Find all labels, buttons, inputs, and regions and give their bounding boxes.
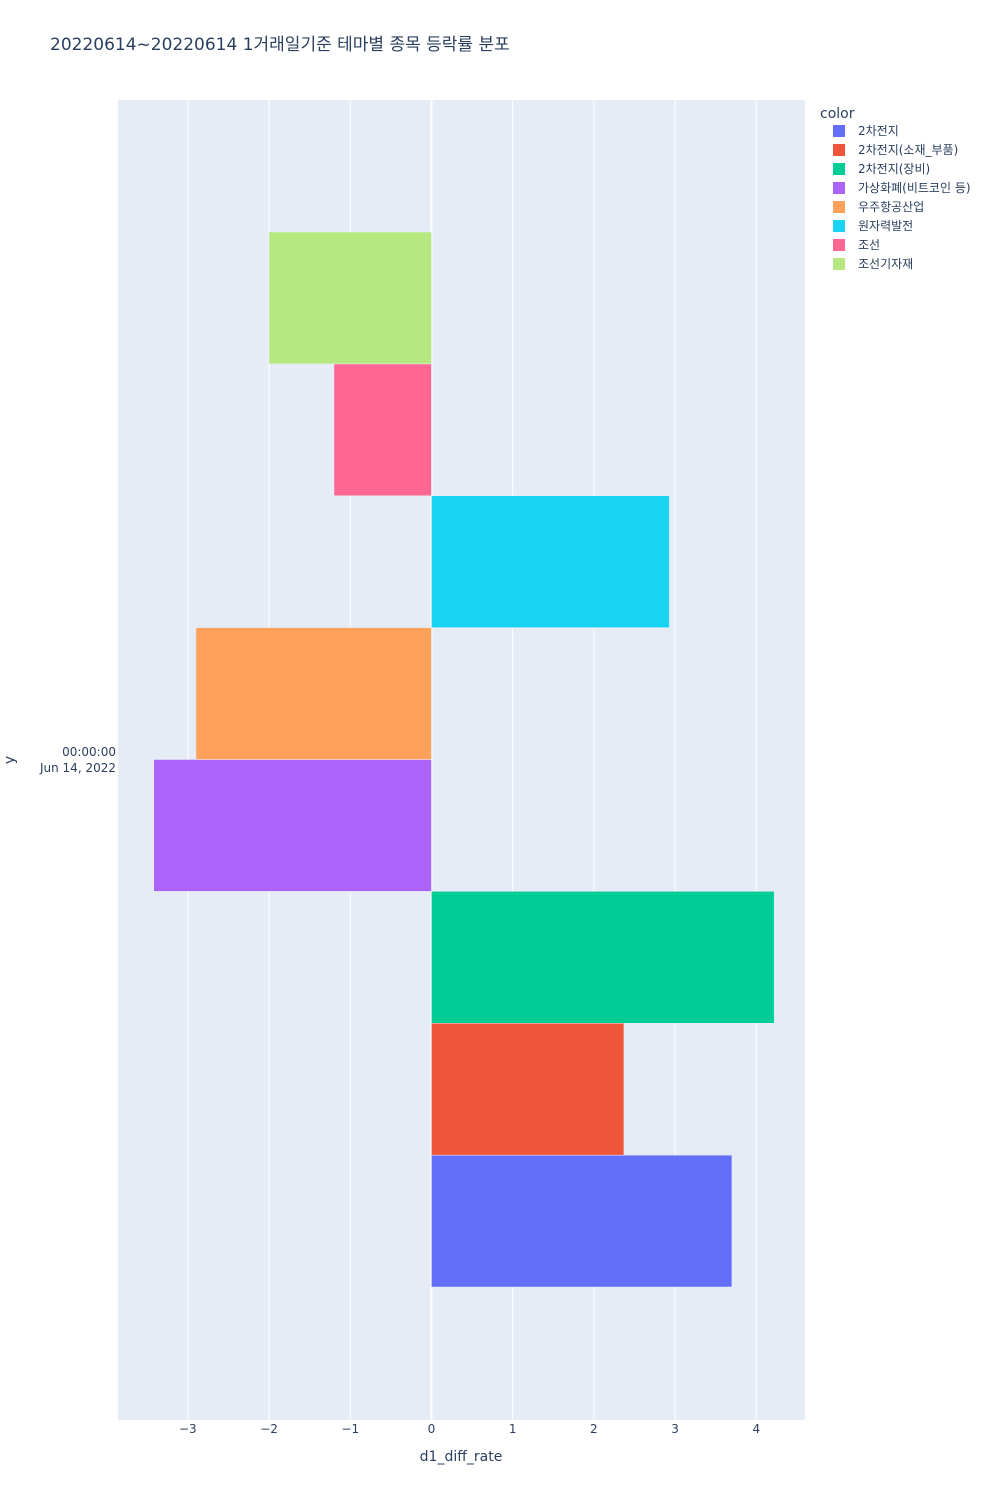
x-tick-label: 0: [428, 1422, 436, 1436]
legend-item-label: 2차전지(장비): [858, 162, 930, 176]
x-axis-label: d1_diff_rate: [420, 1449, 503, 1465]
bar: [333, 363, 432, 496]
x-tick-label: 3: [671, 1422, 679, 1436]
legend-item-label: 원자력발전: [858, 219, 913, 233]
y-tick-label-time: 00:00:00: [62, 745, 116, 759]
bar: [195, 627, 432, 760]
bar: [153, 759, 432, 892]
legend-item[interactable]: 2차전지(소재_부품): [833, 143, 958, 157]
legend-swatch: [833, 163, 845, 175]
bar: [431, 1023, 625, 1156]
legend-item-label: 2차전지(소재_부품): [858, 143, 958, 157]
legend-swatch: [833, 144, 845, 156]
x-tick-label: 4: [752, 1422, 760, 1436]
y-tick-label-date: Jun 14, 2022: [39, 761, 116, 775]
bars: [153, 231, 775, 1288]
legend-title: color: [820, 106, 855, 122]
legend-item-label: 2차전지: [858, 124, 899, 138]
y-axis-label: y: [2, 756, 18, 764]
x-tick-label: 2: [590, 1422, 598, 1436]
legend: color 2차전지 2차전지(소재_부품) 2차전지(장비) 가상화폐(비트코인 등…: [820, 106, 971, 271]
x-tick-label: −3: [179, 1422, 197, 1436]
legend-swatch: [833, 220, 845, 232]
legend-item[interactable]: 2차전지(장비): [833, 162, 930, 176]
legend-item-label: 우주항공산업: [858, 200, 924, 214]
bar: [431, 495, 670, 628]
x-tick-label: −2: [260, 1422, 278, 1436]
legend-swatch: [833, 182, 845, 194]
legend-item-label: 조선: [858, 238, 880, 252]
bar: [431, 891, 775, 1024]
legend-swatch: [833, 201, 845, 213]
y-axis-tick: 00:00:00 Jun 14, 2022: [39, 745, 116, 775]
x-tick-label: −1: [341, 1422, 359, 1436]
legend-item[interactable]: 원자력발전: [833, 219, 913, 233]
legend-item-label: 가상화폐(비트코인 등): [858, 181, 971, 195]
chart-title: 20220614~20220614 1거래일기준 테마별 종목 등락률 분포: [50, 35, 510, 55]
legend-item[interactable]: 조선: [833, 238, 880, 252]
x-tick-label: 1: [509, 1422, 517, 1436]
legend-swatch: [833, 125, 845, 137]
x-axis-ticks: −3 −2 −1 0 1 2 3 4: [179, 1422, 760, 1436]
legend-item[interactable]: 가상화폐(비트코인 등): [833, 181, 971, 195]
legend-swatch: [833, 239, 845, 251]
legend-item[interactable]: 조선기자재: [833, 257, 913, 271]
legend-swatch: [833, 258, 845, 270]
legend-item[interactable]: 2차전지: [833, 124, 899, 138]
bar: [268, 231, 432, 365]
legend-items: 2차전지 2차전지(소재_부품) 2차전지(장비) 가상화폐(비트코인 등) 우주항공산…: [833, 124, 971, 271]
legend-item-label: 조선기자재: [858, 257, 913, 271]
legend-item[interactable]: 우주항공산업: [833, 200, 924, 214]
bar: [431, 1154, 733, 1288]
